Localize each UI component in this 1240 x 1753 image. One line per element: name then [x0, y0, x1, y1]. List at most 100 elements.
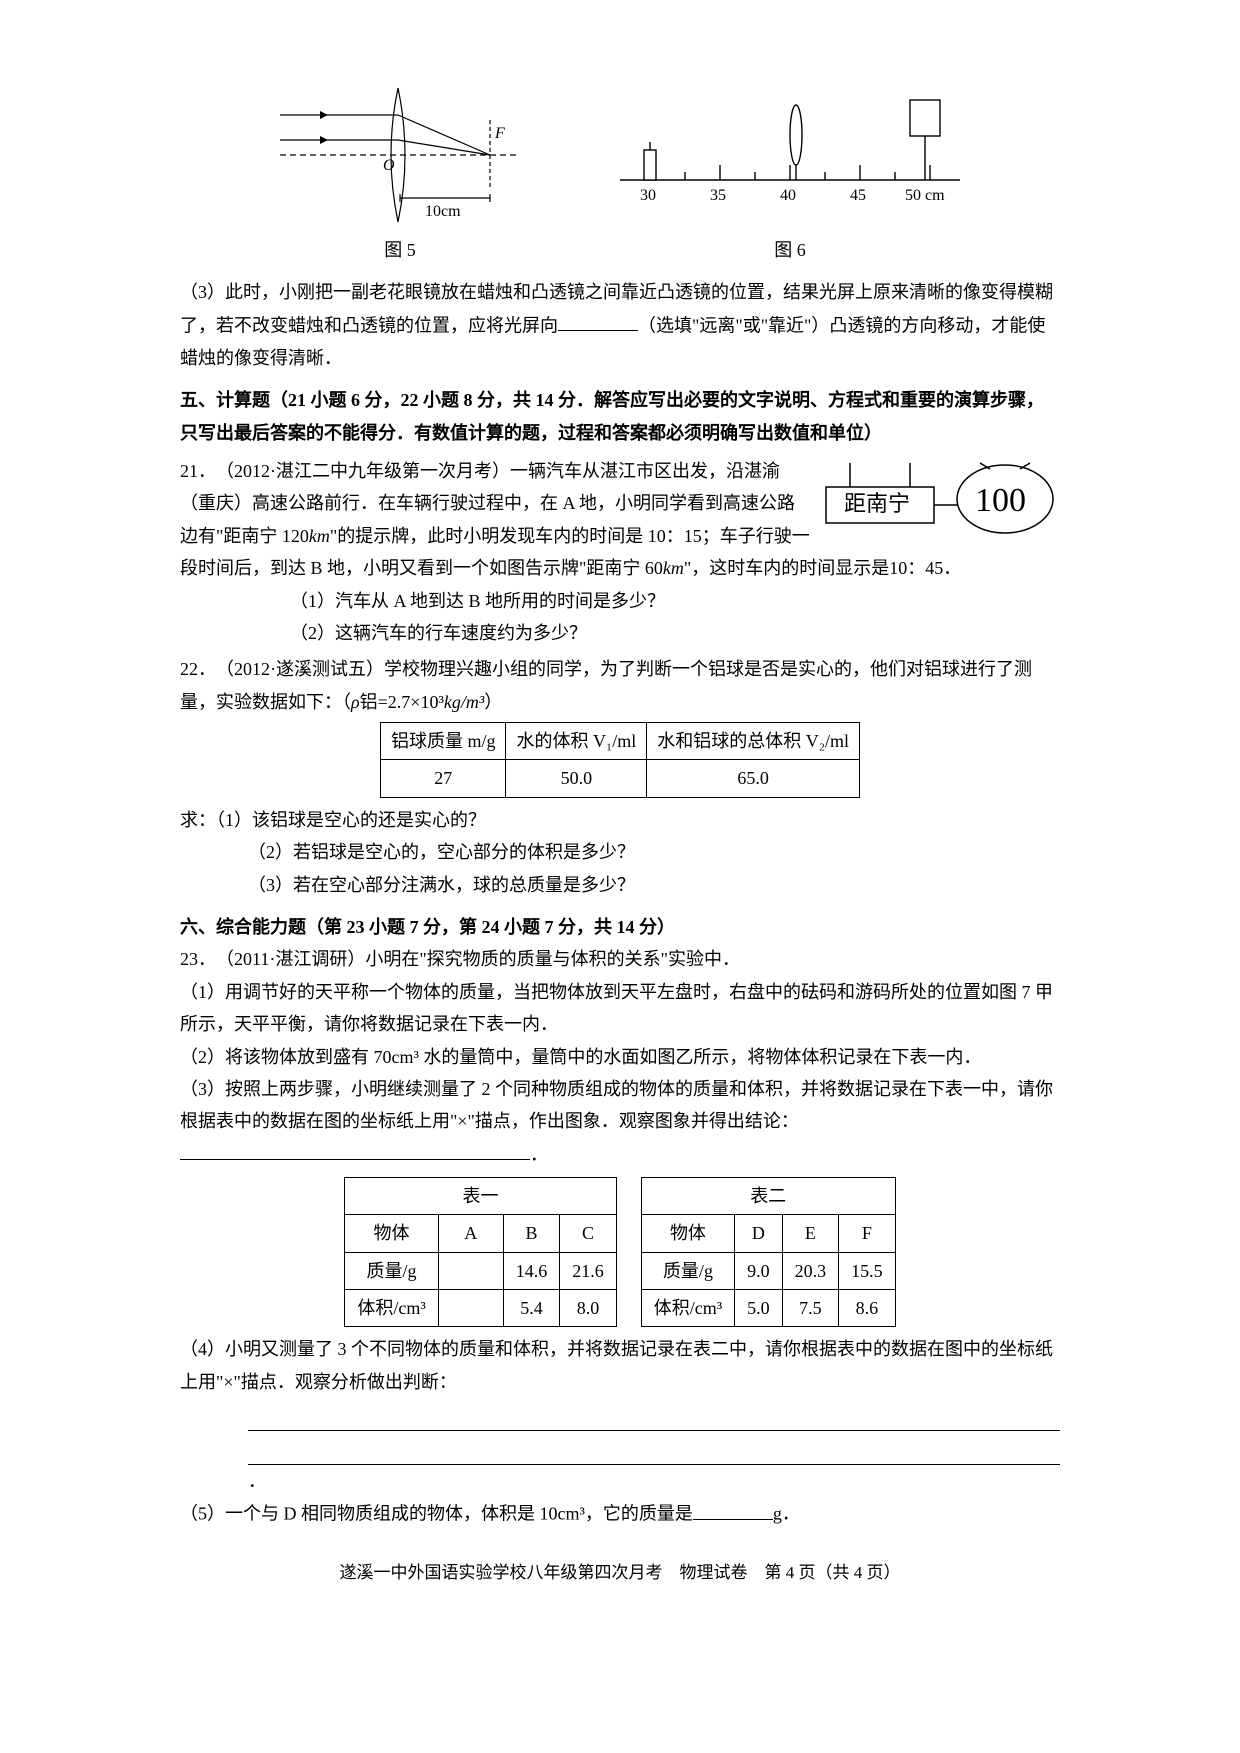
th-mass: 铝球质量 m/g	[380, 723, 506, 760]
lens-diagram-icon: F O 10cm	[270, 80, 530, 230]
table-1: 表一 物体 A B C 质量/g 14.6 21.6 体积/cm³ 5.4	[344, 1177, 616, 1328]
td: 物体	[641, 1215, 734, 1252]
q21-sub2: （2）这辆汽车的行车速度约为多少？	[180, 617, 1060, 649]
td: 5.0	[735, 1289, 783, 1326]
td: 15.5	[839, 1252, 896, 1289]
q23-sub5a: （5）一个与 D 相同物质组成的物体，体积是 10cm³，它的质量是	[180, 1504, 693, 1524]
table-row: 体积/cm³ 5.0 7.5 8.6	[641, 1289, 895, 1326]
table-2: 表二 物体 D E F 质量/g 9.0 20.3 15.5 体积/cm³ 5.…	[641, 1177, 896, 1328]
q23-sub5b: g．	[773, 1504, 800, 1524]
q22: 22．（2012·遂溪测试五）学校物理兴趣小组的同学，为了判断一个铝球是否是实心…	[180, 653, 1060, 901]
q23-sub3b: ．	[530, 1144, 548, 1164]
td: 体积/cm³	[641, 1289, 734, 1326]
rho-unit: kg/m³	[444, 692, 484, 712]
road-sign-icon: 距南宁 100	[820, 459, 1060, 537]
sign-left-text: 距南宁	[844, 491, 910, 516]
q21-body3: "，这时车内的时间显示是10：45．	[684, 558, 961, 578]
section-6-heading: 六、综合能力题（第 23 小题 7 分，第 24 小题 7 分，共 14 分）	[180, 911, 1060, 943]
q23-sub1: （1）用调节好的天平称一个物体的质量，当把物体放到天平左盘时，右盘中的砝码和游码…	[180, 976, 1060, 1041]
ruler-diagram-icon: 30 35 40 45 50 cm	[610, 80, 970, 230]
blank-field[interactable]	[180, 1138, 530, 1161]
td: 8.0	[560, 1289, 617, 1326]
table-row: 铝球质量 m/g 水的体积 V₁/ml 水和铝球的总体积 V₂/ml	[380, 723, 859, 760]
blank-line-1[interactable]	[248, 1398, 1060, 1431]
table-row: 27 50.0 65.0	[380, 760, 859, 797]
blank-line-2[interactable]	[248, 1431, 1060, 1464]
origin-label: O	[383, 157, 395, 174]
table-row: 物体 A B C	[345, 1215, 616, 1252]
tick-30: 30	[640, 187, 656, 204]
q-sub3: （3）此时，小刚把一副老花眼镜放在蜡烛和凸透镜之间靠近凸透镜的位置，结果光屏上原…	[180, 276, 1060, 374]
td: A	[438, 1215, 503, 1252]
q21-sub1: （1）汽车从 A 地到达 B 地所用的时间是多少？	[180, 585, 1060, 617]
td-blank[interactable]	[438, 1252, 503, 1289]
q23-num: 23．	[180, 943, 216, 975]
td: C	[560, 1215, 617, 1252]
figure-6-box: 30 35 40 45 50 cm 图 6	[610, 80, 970, 266]
q23-sub4: （4）小明又测量了 3 个不同物体的质量和体积，并将数据记录在表二中，请你根据表…	[180, 1333, 1060, 1398]
table-row: 质量/g 14.6 21.6	[345, 1252, 616, 1289]
table-row: 体积/cm³ 5.4 8.0	[345, 1289, 616, 1326]
fig5-label: 图 5	[270, 234, 530, 266]
q23-sub2: （2）将该物体放到盛有 70cm³ 水的量筒中，量筒中的水面如图乙所示，将物体体…	[180, 1041, 1060, 1073]
section-5-heading: 五、计算题（21 小题 6 分，22 小题 8 分，共 14 分．解答应写出必要…	[180, 384, 1060, 449]
th-v2: 水和铝球的总体积 V₂/ml	[647, 723, 860, 760]
tick-50: 50 cm	[905, 187, 945, 204]
th-v1: 水的体积 V₁/ml	[506, 723, 647, 760]
td: 50.0	[506, 760, 647, 797]
blank-field[interactable]	[693, 1497, 773, 1520]
table-row: 质量/g 9.0 20.3 15.5	[641, 1252, 895, 1289]
q23-sub3: （3）按照上两步骤，小明继续测量了 2 个同种物质组成的物体的质量和体积，并将数…	[180, 1073, 1060, 1171]
focus-label: F	[494, 125, 505, 142]
t1-title: 表一	[345, 1177, 616, 1214]
q22-after: 求：（1）该铝球是空心的还是实心的？	[180, 804, 1060, 836]
td: 27	[380, 760, 506, 797]
q23-body: 小明在"探究物质的质量与体积的关系"实验中．	[365, 949, 740, 969]
q21-src: （2012·湛江二中九年级第一次月考）	[216, 461, 510, 481]
q22-num: 22．	[180, 653, 216, 685]
figure-5-box: F O 10cm 图 5	[270, 80, 530, 266]
page: F O 10cm 图 5	[0, 0, 1240, 1649]
td: 5.4	[503, 1289, 560, 1326]
q22-src: （2012·遂溪测试五）	[216, 659, 384, 679]
q23-sub3a: （3）按照上两步骤，小明继续测量了 2 个同种物质组成的物体的质量和体积，并将数…	[180, 1079, 1053, 1131]
paren: ）	[484, 692, 502, 712]
td: 物体	[345, 1215, 438, 1252]
sign-right-text: 100	[975, 482, 1026, 519]
td: 体积/cm³	[345, 1289, 438, 1326]
td: 65.0	[647, 760, 860, 797]
td: 8.6	[839, 1289, 896, 1326]
td: E	[782, 1215, 839, 1252]
tick-35: 35	[710, 187, 726, 204]
td: 20.3	[782, 1252, 839, 1289]
td: 21.6	[560, 1252, 617, 1289]
figures-row: F O 10cm 图 5	[180, 80, 1060, 266]
fig6-label: 图 6	[610, 234, 970, 266]
rho-tail: 铝=2.7×10³	[360, 692, 444, 712]
td-blank[interactable]	[438, 1289, 503, 1326]
td: 14.6	[503, 1252, 560, 1289]
td: B	[503, 1215, 560, 1252]
td: 9.0	[735, 1252, 783, 1289]
td: F	[839, 1215, 896, 1252]
q23-sub5: （5）一个与 D 相同物质组成的物体，体积是 10cm³，它的质量是 g．	[180, 1497, 1060, 1530]
rho: ρ	[351, 692, 360, 712]
q23: 23．（2011·湛江调研）小明在"探究物质的质量与体积的关系"实验中． （1）…	[180, 943, 1060, 1530]
q23-src: （2011·湛江调研）	[216, 949, 365, 969]
page-footer: 遂溪一中外国语实验学校八年级第四次月考 物理试卷 第 4 页（共 4 页）	[180, 1558, 1060, 1589]
blank-field[interactable]	[558, 309, 638, 332]
q21: 距南宁 100 21．（2012·湛江二中九年级第一次月考）一辆汽车从湛江市区出…	[180, 455, 1060, 649]
q22-sub3: （3）若在空心部分注满水，球的总质量是多少？	[180, 869, 1060, 901]
q22-table: 铝球质量 m/g 水的体积 V₁/ml 水和铝球的总体积 V₂/ml 27 50…	[380, 722, 860, 798]
tick-45: 45	[850, 187, 866, 204]
q22-sub2: （2）若铝球是空心的，空心部分的体积是多少？	[180, 836, 1060, 868]
t2-title: 表二	[641, 1177, 895, 1214]
final-dot: ．	[180, 1465, 1060, 1497]
km2: km	[663, 558, 684, 578]
td: 质量/g	[641, 1252, 734, 1289]
td: D	[735, 1215, 783, 1252]
tick-40: 40	[780, 187, 796, 204]
tables-row: 表一 物体 A B C 质量/g 14.6 21.6 体积/cm³ 5.4	[180, 1177, 1060, 1328]
td: 7.5	[782, 1289, 839, 1326]
road-sign: 距南宁 100	[820, 459, 1060, 537]
